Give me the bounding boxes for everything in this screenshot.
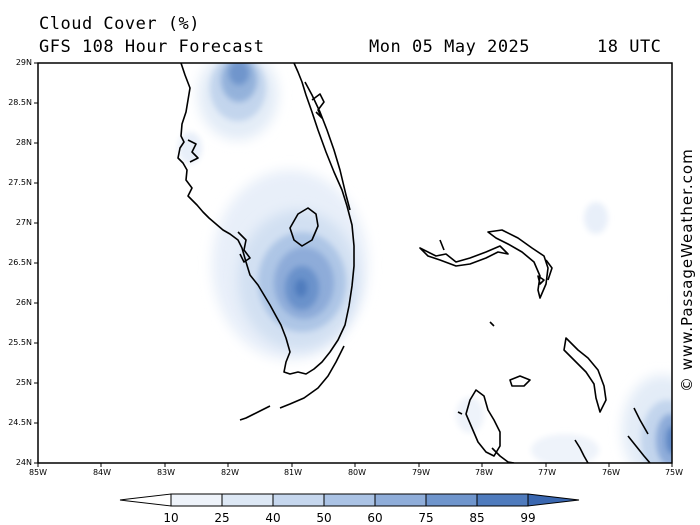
lon-tick-81w: 81W (283, 468, 303, 477)
lon-tick-84w: 84W (92, 468, 112, 477)
lat-tick-25-5n: 25.5N (8, 338, 32, 347)
lat-tick-29n: 29N (15, 58, 32, 67)
colorbar-bin (323, 493, 376, 507)
bahamas-small-cay (457, 411, 463, 415)
florida-coastline (177, 63, 355, 375)
cloud-area (295, 279, 307, 297)
colorbar-bin (221, 493, 274, 507)
lat-tick-24n: 24N (15, 458, 32, 467)
lat-tick-28-5n: 28.5N (8, 98, 32, 107)
website-credit: © www.PassageWeather.com (678, 148, 696, 392)
lat-tick-26n: 26N (15, 298, 32, 307)
colorbar-bin (476, 493, 529, 507)
map-title: Cloud Cover (%) (39, 14, 201, 34)
lon-tick-marks (37, 463, 673, 467)
abaco (487, 229, 549, 299)
colorbar-label-99: 99 (520, 511, 536, 525)
coastlines (177, 63, 651, 463)
forecast-time: 18 UTC (597, 37, 662, 57)
lon-tick-78w: 78W (474, 468, 494, 477)
lat-tick-28n: 28N (15, 138, 32, 147)
tampa-bay (237, 231, 251, 263)
cloud-area (456, 397, 484, 433)
colorbar-label-60: 60 (367, 511, 383, 525)
lon-tick-85w: 85W (28, 468, 48, 477)
lat-tick-26-5n: 26.5N (8, 258, 32, 267)
cloud-area (656, 414, 672, 463)
lat-tick-25n: 25N (15, 378, 32, 387)
lat-tick-27n: 27N (15, 218, 32, 227)
florida-keys-west (239, 405, 271, 421)
colorbar-bin (170, 493, 223, 507)
lon-tick-82w: 82W (220, 468, 240, 477)
lon-tick-83w: 83W (156, 468, 176, 477)
eleuthera (563, 337, 607, 413)
lon-tick-80w: 80W (347, 468, 367, 477)
abaco-east-cays (545, 259, 553, 281)
forecast-date: Mon 05 May 2025 (369, 37, 531, 57)
lake-okeechobee (289, 207, 319, 247)
andros (465, 389, 501, 457)
colorbar-bin (374, 493, 427, 507)
bimini (439, 239, 445, 251)
new-providence (509, 375, 531, 387)
colorbar-label-25: 25 (214, 511, 230, 525)
florida-gulf-inlets (187, 139, 199, 163)
lat-tick-24-5n: 24.5N (8, 418, 32, 427)
colorbar-label-50: 50 (316, 511, 332, 525)
forecast-subtitle: GFS 108 Hour Forecast (39, 37, 265, 57)
lon-tick-77w: 77W (537, 468, 557, 477)
lon-tick-76w: 76W (601, 468, 621, 477)
colorbar-label-75: 75 (418, 511, 434, 525)
colorbar-low-arrow (119, 493, 172, 507)
long-island (633, 407, 649, 435)
berry-islands (537, 275, 545, 285)
exuma-cays (574, 439, 589, 463)
colorbar-high-arrow (527, 493, 580, 507)
lon-tick-75w: 75W (664, 468, 684, 477)
cloud-area (584, 202, 608, 234)
colorbar-bin (425, 493, 478, 507)
cloud-area (666, 426, 672, 454)
lat-tick-marks (34, 62, 38, 464)
cloud-area (531, 434, 599, 463)
cloud-field (178, 63, 672, 463)
cloud-area (229, 63, 249, 85)
colorbar-label-10: 10 (163, 511, 179, 525)
florida-cape-canaveral (311, 93, 325, 119)
colorbar (119, 493, 580, 507)
florida-keys (279, 345, 345, 409)
colorbar-label-40: 40 (265, 511, 281, 525)
bahamas-small-cay (489, 321, 495, 327)
colorbar-label-85: 85 (469, 511, 485, 525)
grand-bahama (419, 245, 509, 267)
lon-tick-79w: 79W (411, 468, 431, 477)
lat-tick-27-5n: 27.5N (8, 178, 32, 187)
florida-barrier-island (304, 81, 351, 211)
colorbar-bin (272, 493, 325, 507)
cat-island (627, 435, 651, 463)
andros-south (491, 447, 515, 463)
